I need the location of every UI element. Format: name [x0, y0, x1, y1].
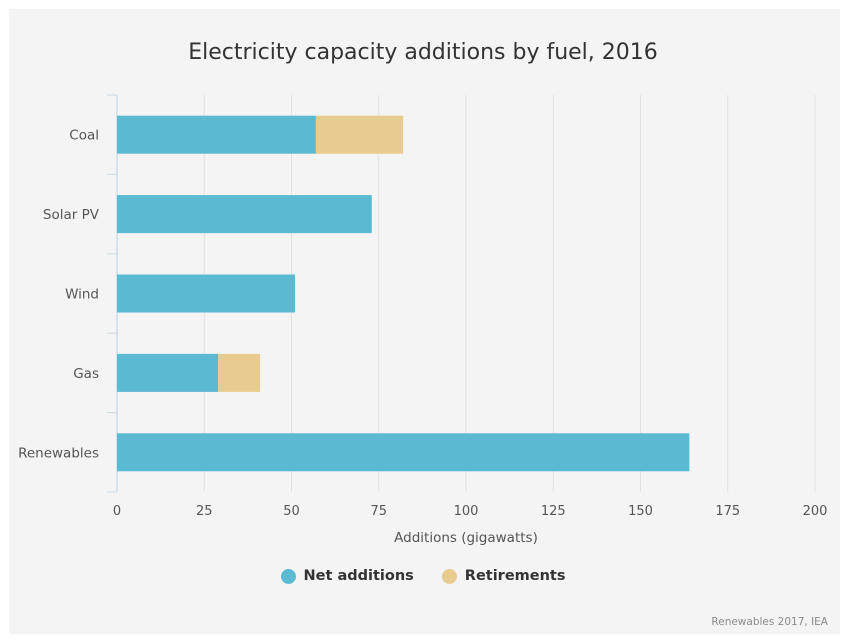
x-tick-label-200: 200: [803, 504, 828, 519]
legend-swatch-net-additions: [280, 568, 296, 584]
x-tick-label-150: 150: [628, 504, 653, 519]
y-label-renewables: Renewables: [18, 445, 99, 461]
y-label-solar-pv: Solar PV: [43, 207, 100, 223]
source-note: Renewables 2017, IEA: [711, 616, 828, 628]
legend-swatch-retirements: [441, 568, 457, 584]
y-label-wind: Wind: [65, 287, 99, 303]
x-axis-title: Additions (gigawatts): [394, 530, 538, 546]
bar-solar-pv-net-additions: [117, 195, 372, 234]
chart-title: Electricity capacity additions by fuel, …: [188, 40, 658, 65]
legend-item-retirements[interactable]: Retirements: [441, 568, 566, 584]
bar-renewables-net-additions: [117, 433, 690, 472]
x-tick-label-125: 125: [541, 504, 566, 519]
x-tick-label-50: 50: [283, 504, 300, 519]
x-tick-label-175: 175: [715, 504, 740, 519]
y-label-coal: Coal: [69, 128, 99, 144]
x-tick-label-100: 100: [454, 504, 479, 519]
x-tick-label-25: 25: [196, 504, 213, 519]
legend-label-retirements: Retirements: [464, 568, 566, 584]
legend-item-net-additions[interactable]: Net additions: [280, 568, 414, 584]
bar-gas-net-additions: [117, 353, 219, 392]
x-tick-label-75: 75: [370, 504, 387, 519]
x-tick-label-0: 0: [113, 504, 121, 519]
bar-wind-net-additions: [117, 274, 295, 313]
bar-coal-net-additions: [117, 115, 316, 154]
legend: Net additions Retirements: [0, 568, 846, 584]
bar-gas-retirements: [218, 353, 261, 392]
chart-panel: [9, 9, 840, 634]
legend-label-net-additions: Net additions: [303, 568, 414, 584]
y-label-gas: Gas: [73, 366, 99, 382]
bar-coal-retirements: [315, 115, 404, 154]
